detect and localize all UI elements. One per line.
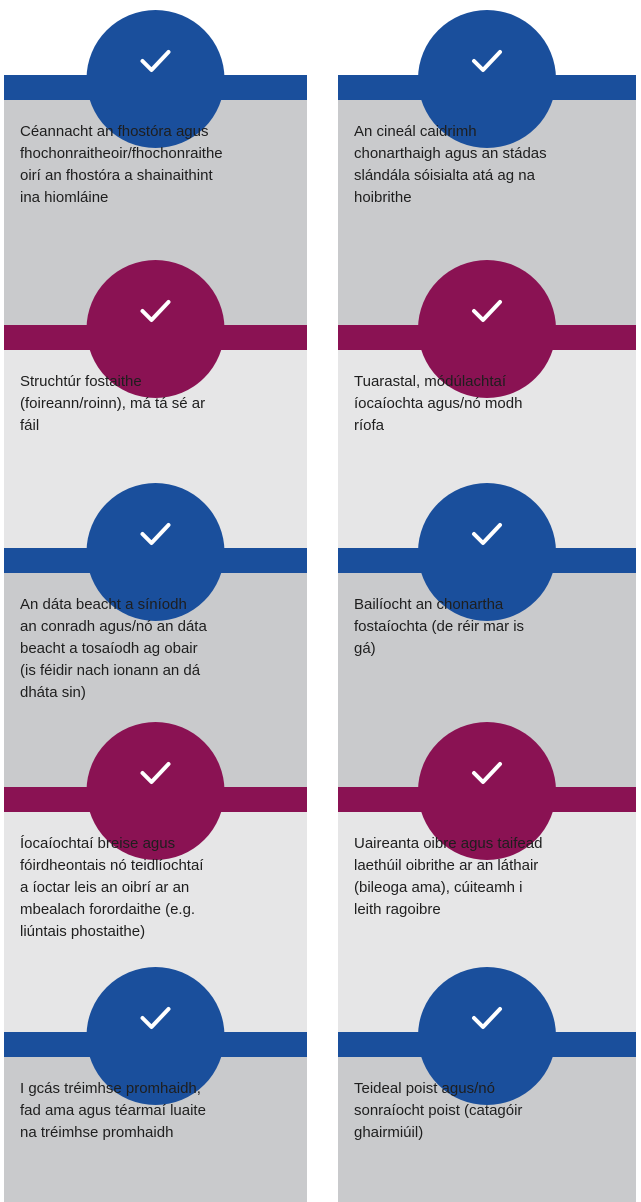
checkmark bbox=[472, 50, 502, 72]
cell-text: Teideal poist agus/nó sonraíocht poist (c… bbox=[354, 1080, 522, 1141]
text-line: dháta sin) bbox=[20, 684, 86, 701]
text-line: a íoctar leis an oibrí ar an bbox=[20, 879, 189, 896]
text-line: chonarthaigh agus an stádas bbox=[354, 145, 547, 162]
text-line: fóirdheontais nó teidlíochtaí bbox=[20, 857, 204, 874]
cell-text: Íocaíochtaí breise agus fóirdheontais nó … bbox=[20, 835, 204, 940]
checkmark bbox=[472, 1007, 502, 1029]
header-bar bbox=[4, 75, 307, 100]
text-line: I gcás tréimhse promhaidh, bbox=[20, 1080, 201, 1097]
text-line: íocaíochta agus/nó modh bbox=[354, 395, 522, 412]
text-line: leith ragoibre bbox=[354, 901, 441, 918]
text-line: hoibrithe bbox=[354, 189, 412, 206]
text-line: (bileoga ama), cúiteamh i bbox=[354, 879, 522, 896]
text-line: (foireann/roinn), má tá sé ar bbox=[20, 395, 205, 412]
cell-text: Struchtúr fostaithe (foireann/roinn), má … bbox=[20, 373, 205, 434]
checkmark bbox=[140, 523, 171, 545]
text-line: ríofa bbox=[354, 417, 385, 434]
text-line: ina hiomláine bbox=[20, 189, 108, 206]
text-line: slándála sóisialta atá ag na bbox=[354, 167, 536, 184]
header-bar bbox=[4, 787, 307, 812]
checkmark bbox=[140, 300, 171, 322]
text-line: fostaíochta (de réir mar is bbox=[354, 618, 524, 635]
checkmark bbox=[472, 300, 502, 322]
text-line: Céannacht an fhostóra agus bbox=[20, 123, 208, 140]
text-line: Tuarastal, módúlachtaí bbox=[354, 373, 507, 390]
text-line: gá) bbox=[354, 640, 376, 657]
header-bar bbox=[338, 787, 636, 812]
header-bar bbox=[4, 1032, 307, 1057]
checkmark bbox=[472, 523, 502, 545]
text-line: liúntais phostaithe) bbox=[20, 923, 145, 940]
text-line: na tréimhse promhaidh bbox=[20, 1124, 173, 1141]
header-bar bbox=[338, 75, 636, 100]
text-line: an conradh agus/nó an dáta bbox=[20, 618, 207, 635]
header-bar bbox=[338, 548, 636, 573]
header-bar bbox=[338, 1032, 636, 1057]
text-line: (is féidir nach ionann an dá bbox=[20, 662, 201, 679]
text-line: Struchtúr fostaithe bbox=[20, 373, 142, 390]
header-bar bbox=[4, 325, 307, 350]
header-bar bbox=[4, 548, 307, 573]
text-line: oirí an fhostóra a shainaithint bbox=[20, 167, 213, 184]
checkmark bbox=[472, 762, 502, 784]
text-line: Bailíocht an chonartha bbox=[354, 596, 504, 613]
checkmark bbox=[140, 762, 171, 784]
checkmark bbox=[140, 50, 171, 72]
text-line: fáil bbox=[20, 417, 39, 434]
cell-text: I gcás tréimhse promhaidh, fad ama agus t… bbox=[20, 1080, 206, 1141]
text-line: sonraíocht poist (catagóir bbox=[354, 1102, 522, 1119]
cell-text: Bailíocht an chonartha fostaíochta (de ré… bbox=[354, 596, 524, 657]
cell-text: Céannacht an fhostóra agus fhochonraitheo… bbox=[20, 123, 223, 206]
text-line: beacht a tosaíodh ag obair bbox=[20, 640, 198, 657]
text-line: An cineál caidrimh bbox=[354, 123, 477, 140]
text-line: laethúil oibrithe ar an láthair bbox=[354, 857, 538, 874]
text-line: Uaireanta oibre agus taifead bbox=[354, 835, 542, 852]
cell-text: Tuarastal, módúlachtaí íocaíochta agus/nó… bbox=[354, 373, 522, 434]
header-bar bbox=[338, 325, 636, 350]
cell-text: Uaireanta oibre agus taifead laethúil oib… bbox=[354, 835, 542, 918]
text-line: An dáta beacht a síníodh bbox=[20, 596, 187, 613]
cell-text: An dáta beacht a síníodh an conradh agus/… bbox=[20, 596, 207, 701]
cell-text: An cineál caidrimh chonarthaigh agus an s… bbox=[354, 123, 547, 206]
text-line: fad ama agus téarmaí luaite bbox=[20, 1102, 206, 1119]
text-line: Teideal poist agus/nó bbox=[354, 1080, 495, 1097]
checkmark bbox=[140, 1007, 171, 1029]
text-line: fhochonraitheoir/fhochonraithe bbox=[20, 145, 223, 162]
text-line: Íocaíochtaí breise agus bbox=[20, 835, 175, 852]
text-line: mbealach forordaithe (e.g. bbox=[20, 901, 195, 918]
text-line: ghairmiúil) bbox=[354, 1124, 423, 1141]
